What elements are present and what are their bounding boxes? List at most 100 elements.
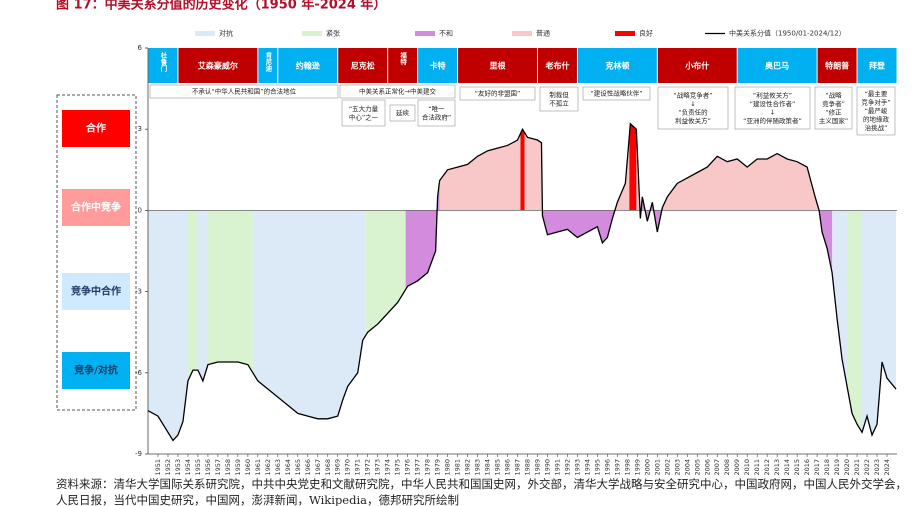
state-region: [541, 179, 616, 243]
annotation-box: [149, 84, 339, 99]
annotation-box: [341, 99, 386, 127]
side-panel: [56, 94, 137, 411]
annotation-text: “亚洲的伴随政策者”: [743, 116, 802, 125]
y-tick-label: -9: [135, 450, 142, 458]
x-tick-label: 2017: [813, 459, 821, 476]
legend-label: 对抗: [219, 29, 233, 38]
annotation-text: “战略: [825, 90, 842, 99]
x-tick-label: 1952: [164, 459, 172, 476]
x-tick-label: 1954: [184, 459, 192, 476]
annotation-text: “唯一: [428, 104, 445, 113]
state-region: [639, 196, 664, 233]
x-tick-label: 1979: [434, 459, 442, 476]
x-tick-label: 1964: [284, 459, 292, 476]
y-tick-label: -6: [135, 369, 143, 377]
chart-title: 图 17：中美关系分值的历史变化（1950 年-2024 年）: [56, 0, 386, 13]
annotation-text: “负责任的: [678, 107, 708, 116]
x-tick-label: 1957: [214, 459, 222, 476]
x-tick-label: 1967: [314, 459, 322, 476]
x-tick-label: 1993: [573, 459, 581, 476]
annotation-box: [459, 86, 536, 101]
x-tick-label: 1997: [613, 459, 621, 476]
side-label-box: [62, 189, 130, 226]
x-tick-label: 1953: [174, 459, 182, 476]
state-region: [615, 135, 630, 211]
state-region: [187, 210, 198, 381]
president-box: [458, 48, 537, 83]
x-tick-label: 2005: [693, 459, 701, 476]
side-label: 竞争中合作: [70, 285, 121, 298]
president-name: 杜鲁门: [159, 51, 168, 73]
president-name: 特朗普: [825, 61, 849, 71]
x-tick-label: 1995: [593, 459, 601, 476]
x-tick-label: 1958: [224, 459, 232, 476]
state-region: [847, 210, 863, 433]
annotation-box: [814, 86, 853, 130]
president-box: [418, 48, 458, 83]
annotation-text: “最主要: [865, 89, 888, 98]
legend-label: 中美关系分值（1950/01-2024/12）: [729, 29, 846, 38]
annotation-box: [339, 84, 456, 99]
president-box: [577, 48, 657, 83]
x-tick-label: 1980: [444, 459, 452, 476]
annotation-text: 不孤立: [549, 98, 569, 107]
president-box: [817, 48, 857, 83]
annotation-text: 利益攸关方”: [675, 116, 711, 125]
annotation-text: “利益攸关方”: [753, 90, 792, 99]
x-tick-label: 1986: [504, 459, 512, 476]
x-tick-label: 2003: [673, 459, 681, 476]
x-tick-label: 2014: [783, 459, 791, 476]
x-tick-label: 1960: [244, 459, 252, 476]
x-tick-label: 1996: [603, 459, 611, 476]
president-box: [148, 48, 178, 83]
legend-swatch: [195, 31, 215, 36]
x-tick-label: 1981: [454, 459, 462, 476]
x-tick-label: 2015: [793, 459, 801, 476]
y-tick-label: 6: [138, 44, 143, 52]
annotation-box: [539, 86, 579, 112]
annotation-text: 中美关系正常化→中美建交: [359, 87, 436, 96]
x-tick-label: 1989: [533, 459, 541, 476]
state-region: [520, 129, 525, 211]
x-tick-label: 2021: [853, 459, 861, 476]
x-tick-label: 1978: [424, 459, 432, 476]
x-tick-label: 1959: [234, 459, 242, 476]
annotation-text: 延续: [396, 108, 410, 117]
x-tick-label: 1983: [474, 459, 482, 476]
side-label: 竞争/对抗: [73, 364, 118, 377]
x-tick-label: 1987: [514, 459, 522, 476]
x-tick-label: 1977: [414, 459, 422, 476]
annotation-box: [389, 104, 416, 122]
x-tick-label: 2016: [803, 459, 811, 476]
annotation-text: 合法政府”: [422, 112, 451, 121]
president-name: 约翰逊: [296, 61, 320, 71]
x-tick-label: 1992: [563, 459, 571, 476]
president-name: 艾森豪威尔: [198, 61, 238, 71]
x-tick-label: 1962: [264, 459, 272, 476]
annotation-text: ↓: [770, 108, 775, 116]
president-name: 拜登: [869, 61, 886, 71]
president-box: [737, 48, 817, 83]
state-region: [663, 153, 820, 211]
x-tick-label: 1994: [583, 459, 591, 476]
legend-swatch: [615, 31, 635, 36]
x-tick-label: 1982: [464, 459, 472, 476]
annotation-text: “五大力量: [349, 104, 379, 113]
x-tick-label: 2020: [843, 459, 851, 476]
annotation-text: “最严峻: [865, 106, 888, 115]
x-tick-label: 2001: [653, 459, 661, 476]
legend-swatch: [302, 31, 322, 36]
president-box: [258, 48, 278, 83]
x-tick-label: 2022: [863, 459, 871, 476]
president-box: [537, 48, 577, 83]
x-tick-label: 2008: [723, 459, 731, 476]
x-tick-label: 1985: [494, 459, 502, 476]
state-region: [629, 123, 637, 211]
president-box: [857, 48, 897, 83]
president-name: 老布什: [544, 61, 569, 71]
president-name: 里根: [490, 61, 506, 71]
annotation-text: 的地缘政: [863, 115, 890, 124]
annotation-text: 主义国家”: [819, 116, 848, 125]
y-tick-label: 0: [138, 206, 142, 214]
